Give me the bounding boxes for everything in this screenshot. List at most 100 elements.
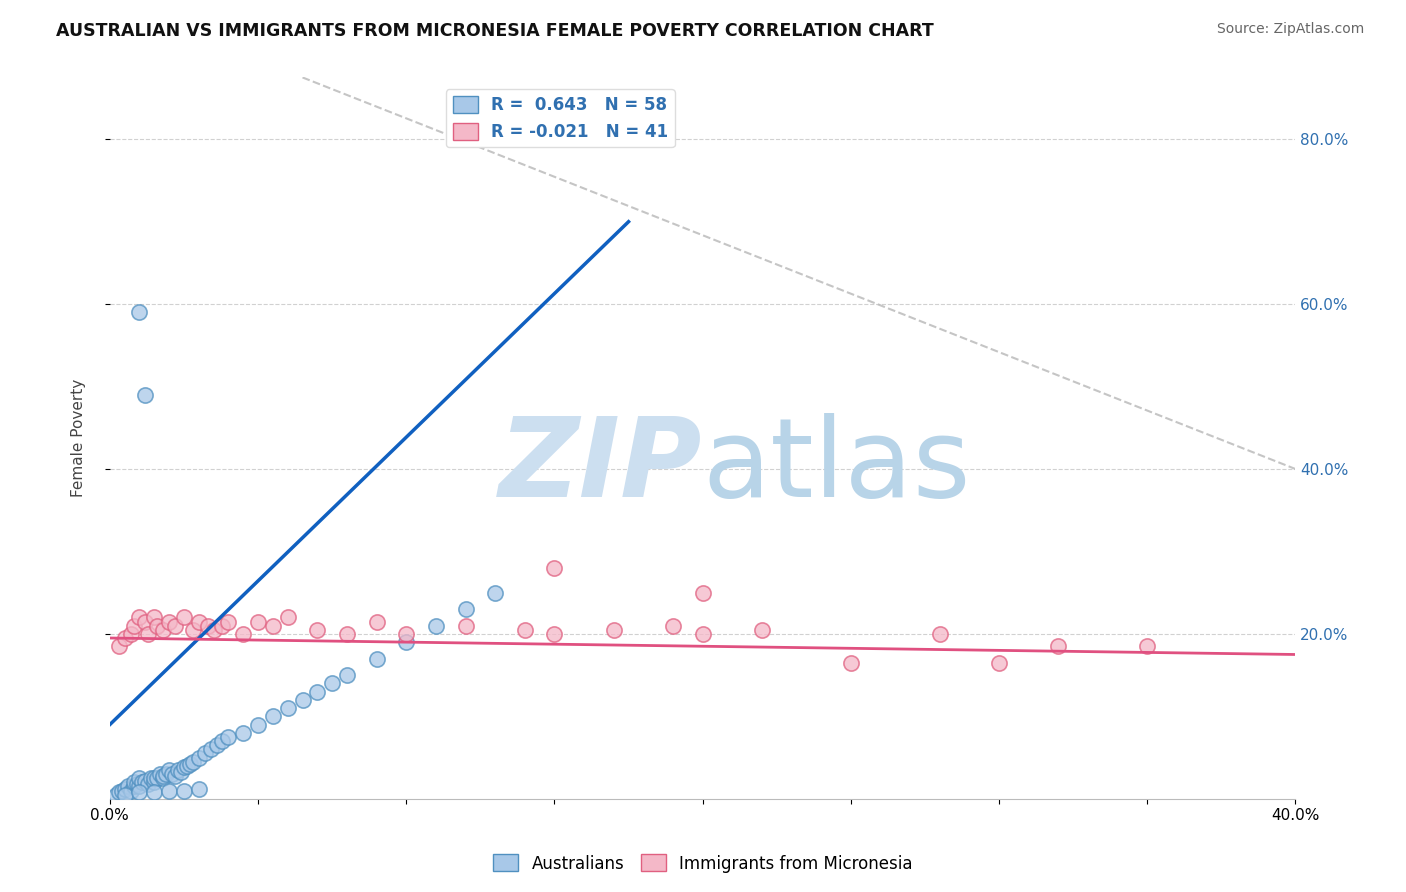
Point bbox=[176, 759, 198, 773]
Point bbox=[194, 747, 217, 761]
Point bbox=[211, 734, 233, 748]
Point bbox=[425, 618, 447, 632]
Point bbox=[104, 788, 127, 802]
Point bbox=[128, 771, 150, 785]
Point bbox=[152, 769, 174, 783]
Point bbox=[217, 730, 239, 744]
Point bbox=[692, 585, 714, 599]
Point bbox=[321, 676, 343, 690]
Text: ZIP: ZIP bbox=[499, 414, 703, 520]
Point bbox=[122, 618, 145, 632]
Point bbox=[155, 767, 177, 781]
Point bbox=[114, 781, 136, 796]
Point bbox=[128, 305, 150, 319]
Point bbox=[202, 623, 225, 637]
Point bbox=[662, 618, 685, 632]
Point bbox=[114, 788, 136, 802]
Point bbox=[125, 777, 148, 791]
Point bbox=[138, 627, 160, 641]
Point bbox=[128, 780, 150, 794]
Point bbox=[1136, 639, 1159, 653]
Point bbox=[157, 763, 180, 777]
Point bbox=[173, 783, 195, 797]
Point bbox=[247, 717, 270, 731]
Point bbox=[395, 627, 418, 641]
Point bbox=[134, 615, 156, 629]
Point bbox=[543, 627, 565, 641]
Point bbox=[197, 618, 219, 632]
Point bbox=[181, 755, 204, 769]
Point bbox=[170, 765, 193, 780]
Point bbox=[120, 627, 142, 641]
Text: atlas: atlas bbox=[703, 414, 972, 520]
Point bbox=[200, 742, 222, 756]
Point bbox=[141, 771, 163, 785]
Point bbox=[928, 627, 950, 641]
Point bbox=[165, 769, 187, 783]
Y-axis label: Female Poverty: Female Poverty bbox=[72, 379, 86, 497]
Point bbox=[839, 656, 862, 670]
Point bbox=[187, 781, 209, 796]
Point bbox=[128, 610, 150, 624]
Point bbox=[143, 771, 166, 785]
Point bbox=[543, 561, 565, 575]
Point bbox=[117, 780, 139, 794]
Legend: R =  0.643   N = 58, R = -0.021   N = 41: R = 0.643 N = 58, R = -0.021 N = 41 bbox=[446, 89, 675, 147]
Point bbox=[205, 738, 228, 752]
Point bbox=[336, 668, 359, 682]
Point bbox=[484, 585, 506, 599]
Point bbox=[143, 775, 166, 789]
Point bbox=[128, 785, 150, 799]
Point bbox=[692, 627, 714, 641]
Point bbox=[138, 777, 160, 791]
Point bbox=[146, 618, 169, 632]
Point bbox=[160, 767, 183, 781]
Point bbox=[107, 785, 129, 799]
Point bbox=[291, 693, 314, 707]
Point bbox=[111, 783, 134, 797]
Point bbox=[157, 615, 180, 629]
Legend: Australians, Immigrants from Micronesia: Australians, Immigrants from Micronesia bbox=[486, 847, 920, 880]
Point bbox=[173, 760, 195, 774]
Point bbox=[211, 618, 233, 632]
Point bbox=[454, 602, 477, 616]
Point bbox=[114, 631, 136, 645]
Point bbox=[307, 684, 329, 698]
Point bbox=[247, 615, 270, 629]
Point bbox=[181, 623, 204, 637]
Point bbox=[366, 651, 388, 665]
Text: AUSTRALIAN VS IMMIGRANTS FROM MICRONESIA FEMALE POVERTY CORRELATION CHART: AUSTRALIAN VS IMMIGRANTS FROM MICRONESIA… bbox=[56, 22, 934, 40]
Point bbox=[179, 757, 201, 772]
Point bbox=[232, 627, 254, 641]
Point bbox=[751, 623, 773, 637]
Point bbox=[167, 763, 190, 777]
Point bbox=[120, 783, 142, 797]
Point bbox=[262, 618, 284, 632]
Point bbox=[152, 771, 174, 785]
Point bbox=[395, 635, 418, 649]
Point bbox=[131, 775, 153, 789]
Point bbox=[146, 771, 169, 785]
Point bbox=[143, 785, 166, 799]
Point bbox=[307, 623, 329, 637]
Point bbox=[277, 610, 299, 624]
Point bbox=[152, 623, 174, 637]
Point bbox=[187, 750, 209, 764]
Point bbox=[173, 610, 195, 624]
Point bbox=[454, 618, 477, 632]
Point bbox=[262, 709, 284, 723]
Point bbox=[134, 773, 156, 788]
Point bbox=[122, 780, 145, 794]
Point bbox=[603, 623, 626, 637]
Point bbox=[1047, 639, 1070, 653]
Point bbox=[149, 767, 172, 781]
Point bbox=[217, 615, 239, 629]
Point bbox=[165, 618, 187, 632]
Point bbox=[336, 627, 359, 641]
Point bbox=[157, 783, 180, 797]
Point bbox=[366, 615, 388, 629]
Point bbox=[513, 623, 536, 637]
Point bbox=[134, 388, 156, 402]
Point bbox=[122, 775, 145, 789]
Point bbox=[107, 639, 129, 653]
